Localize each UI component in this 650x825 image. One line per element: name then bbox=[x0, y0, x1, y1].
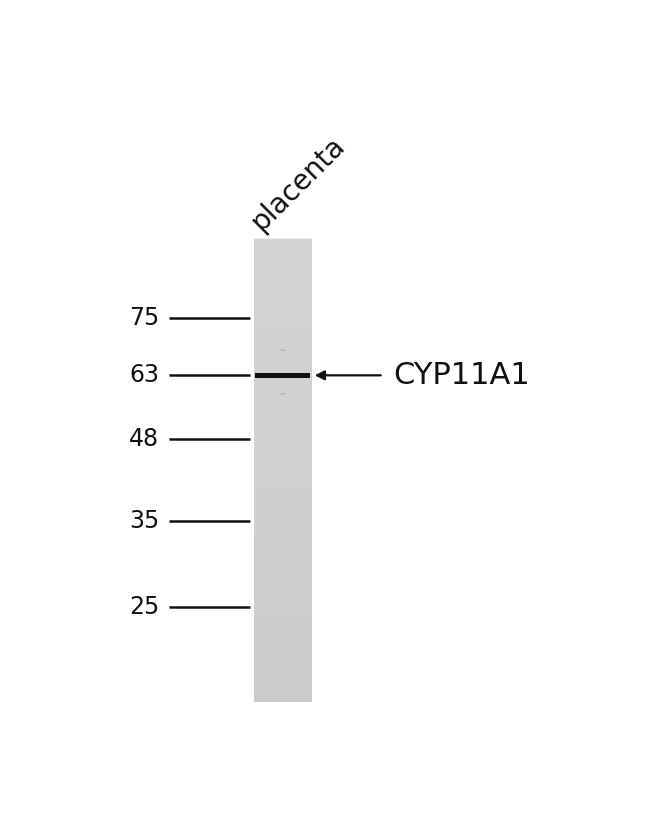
Bar bbox=[255, 373, 310, 378]
Text: 35: 35 bbox=[129, 510, 159, 534]
Bar bbox=[280, 349, 286, 351]
Text: 75: 75 bbox=[129, 306, 159, 330]
Text: 48: 48 bbox=[129, 427, 159, 450]
Text: placenta: placenta bbox=[245, 131, 350, 236]
Text: CYP11A1: CYP11A1 bbox=[393, 361, 530, 390]
Bar bbox=[280, 394, 286, 395]
Text: 63: 63 bbox=[129, 363, 159, 387]
Text: 25: 25 bbox=[129, 595, 159, 620]
Bar bbox=[254, 238, 312, 702]
